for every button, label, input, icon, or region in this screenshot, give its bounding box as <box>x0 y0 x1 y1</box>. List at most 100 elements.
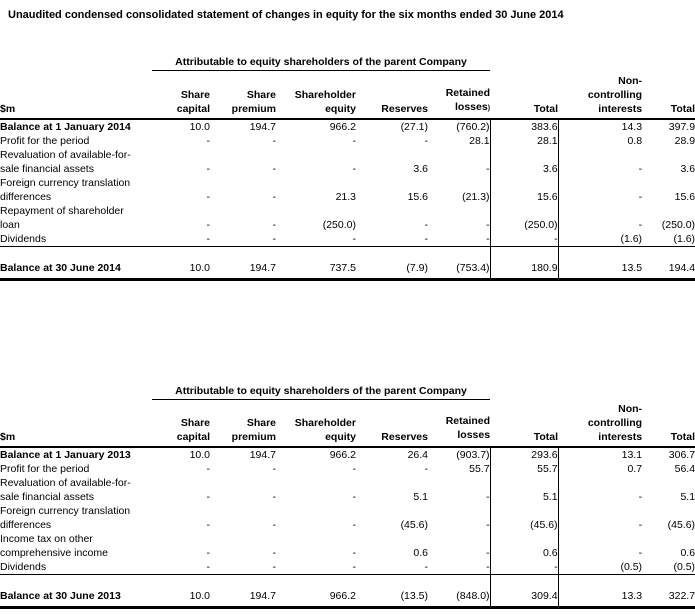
table-row: Profit for the period - - - - 55.7 55.7 … <box>0 462 695 476</box>
value-cell: - <box>272 162 277 175</box>
value-cell: 56.4 <box>674 463 695 475</box>
value-cell: - <box>424 134 429 147</box>
value-cell: 3.6 <box>680 162 695 175</box>
col-header-retained-losses: Retained losses <box>428 399 491 448</box>
value-cell: 309.4 <box>489 586 559 609</box>
value-cell: - <box>352 463 357 475</box>
value-cell: (0.5) <box>558 560 643 575</box>
value-cell: 194.7 <box>210 586 276 609</box>
value-cell: - <box>638 519 643 531</box>
value-cell: - <box>638 218 643 231</box>
value-cell: (13.5) <box>356 586 428 609</box>
table-row: Balance at 1 January 2013 10.0 194.7 966… <box>0 447 695 462</box>
value-cell: - <box>638 190 643 203</box>
value-cell: (760.2) <box>456 120 490 133</box>
value-cell: (0.5) <box>642 560 695 575</box>
spacer <box>0 246 695 258</box>
row-label: Revaluation of available-for- sale finan… <box>0 477 131 503</box>
value-cell: - <box>352 519 357 531</box>
value-cell: - <box>206 463 211 475</box>
value-cell: - <box>206 519 211 531</box>
table-row: Revaluation of available-for- sale finan… <box>0 147 695 176</box>
value-cell: - <box>206 190 211 203</box>
value-cell: 13.1 <box>621 449 643 461</box>
value-cell: (1.6) <box>558 231 643 247</box>
row-label: Income tax on other comprehensive income <box>0 533 108 559</box>
value-cell: - <box>272 547 277 559</box>
col-header-share-premium: Share premium <box>210 399 276 448</box>
value-cell: (848.0) <box>428 586 491 609</box>
value-cell: (903.7) <box>456 449 490 461</box>
value-cell: 194.7 <box>249 449 276 461</box>
group-header-row: Attributable to equity shareholders of t… <box>0 55 695 71</box>
group-header: Attributable to equity shareholders of t… <box>152 383 491 400</box>
col-header-unit: $m <box>0 70 152 120</box>
table-row: Foreign currency translation differences… <box>0 504 695 532</box>
value-cell: 5.1 <box>489 476 559 504</box>
value-cell: 21.3 <box>335 190 356 203</box>
value-cell: - <box>152 231 210 247</box>
value-cell: - <box>424 218 429 231</box>
value-cell: 0.6 <box>413 547 428 559</box>
value-cell: 180.9 <box>489 257 559 281</box>
row-label: Balance at 30 June 2014 <box>0 257 152 281</box>
row-label: Profit for the period <box>0 134 90 147</box>
equity-table-2013: Attributable to equity shareholders of t… <box>0 383 695 610</box>
col-header-shareholder-equity: Shareholder equity <box>276 70 356 120</box>
col-header-share-capital: Share capital <box>152 399 210 448</box>
closing-balance-row: Balance at 30 June 2013 10.0 194.7 966.2… <box>0 586 695 609</box>
value-cell: 737.5 <box>276 257 356 281</box>
value-cell: - <box>210 231 276 247</box>
value-cell: (45.6) <box>489 504 559 532</box>
value-cell: (753.4) <box>428 257 491 281</box>
col-header-grand-total: Total <box>642 399 695 448</box>
value-cell: 26.4 <box>407 449 428 461</box>
row-label: Repayment of shareholder loan <box>0 204 124 231</box>
value-cell: (1.6) <box>642 231 695 247</box>
value-cell: - <box>638 547 643 559</box>
value-cell: - <box>206 218 211 231</box>
value-cell: 55.7 <box>469 463 490 475</box>
value-cell: 966.2 <box>276 586 356 609</box>
value-cell: 194.7 <box>210 257 276 281</box>
value-cell: 397.9 <box>668 120 695 133</box>
value-cell: 0.7 <box>627 463 643 475</box>
value-cell: 293.6 <box>489 447 559 462</box>
value-cell: (250.0) <box>489 203 559 232</box>
value-cell: 194.7 <box>249 120 276 133</box>
col-header-total: Total <box>490 399 559 448</box>
table-row: Foreign currency translation differences… <box>0 175 695 204</box>
value-cell: (27.1) <box>400 120 428 133</box>
table-row: Income tax on other comprehensive income… <box>0 532 695 560</box>
table-row: Revaluation of available-for- sale finan… <box>0 476 695 504</box>
value-cell: - <box>272 190 277 203</box>
col-header-shareholder-equity: Shareholder equity <box>276 399 356 448</box>
value-cell: - <box>210 560 276 575</box>
value-cell: 0.6 <box>680 547 695 559</box>
value-cell: - <box>428 560 491 575</box>
value-cell: 13.5 <box>558 257 643 281</box>
value-cell: - <box>638 162 643 175</box>
value-cell: (45.6) <box>667 519 695 531</box>
value-cell: 55.7 <box>489 462 559 476</box>
value-cell: - <box>486 547 490 559</box>
row-label: Dividends <box>0 560 152 575</box>
value-cell: 15.6 <box>489 175 559 204</box>
spacer <box>0 574 695 586</box>
value-cell: (21.3) <box>462 190 490 203</box>
table-row: Dividends - - - - - - (1.6) (1.6) <box>0 231 695 247</box>
value-cell: - <box>352 162 357 175</box>
value-cell: (45.6) <box>400 519 428 531</box>
value-cell: - <box>206 491 211 503</box>
group-header-row: Attributable to equity shareholders of t… <box>0 383 695 400</box>
col-header-share-capital: Share capital <box>152 70 210 120</box>
value-cell: - <box>206 162 211 175</box>
equity-table-2014: Attributable to equity shareholders of t… <box>0 55 695 281</box>
footnote-marker: ) <box>487 104 491 112</box>
value-cell: 10.0 <box>152 257 210 281</box>
value-cell: - <box>486 491 490 503</box>
col-header-reserves: Reserves <box>356 399 428 448</box>
value-cell: 306.7 <box>668 449 695 461</box>
statement-title: Unaudited condensed consolidated stateme… <box>8 9 564 21</box>
